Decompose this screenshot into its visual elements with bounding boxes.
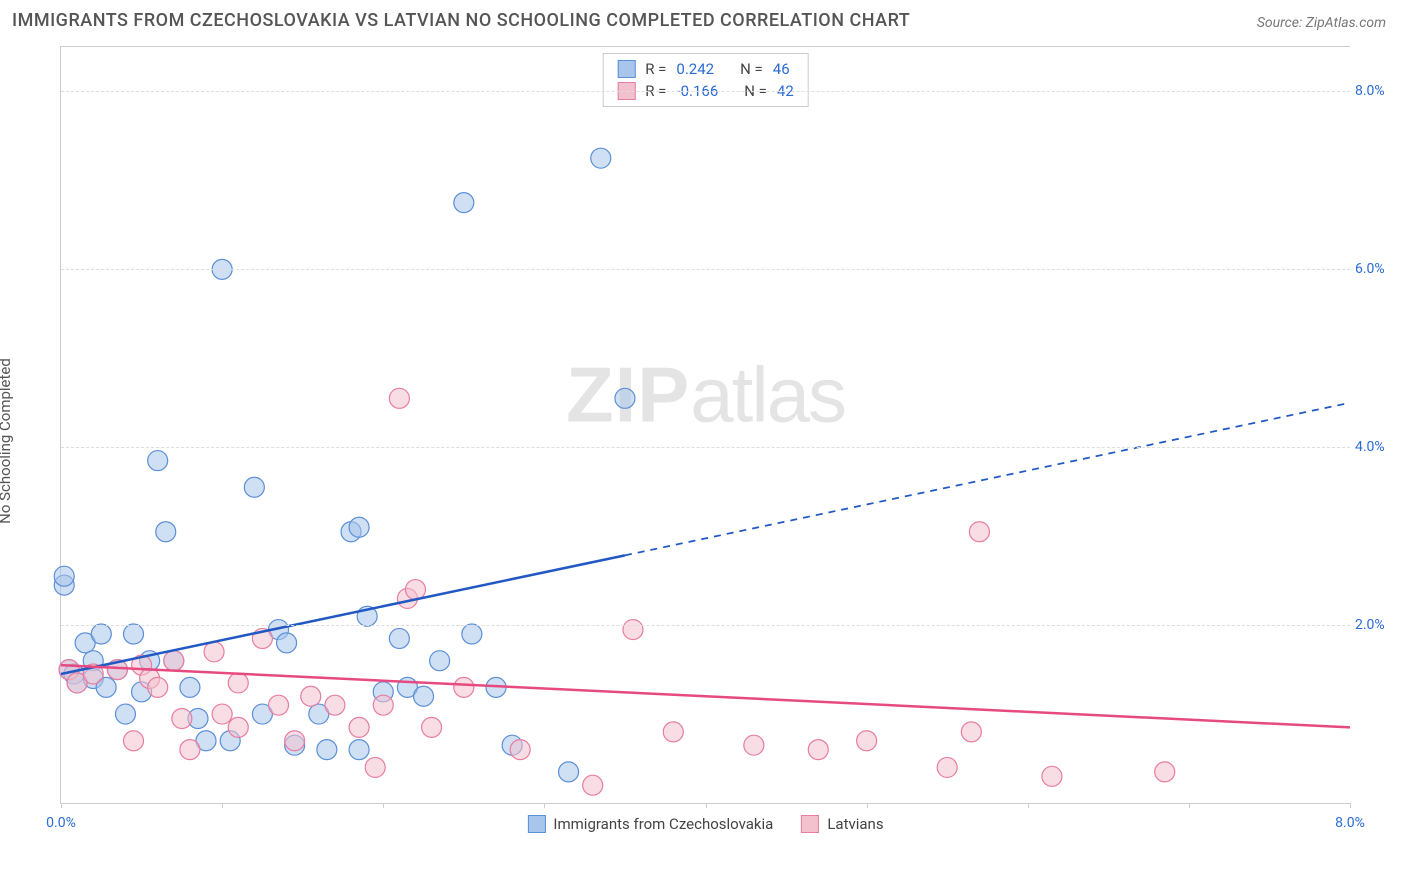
scatter-point: [365, 757, 385, 777]
scatter-point: [212, 704, 232, 724]
scatter-point: [454, 193, 474, 213]
scatter-point: [124, 731, 144, 751]
y-tick-label: 6.0%: [1355, 261, 1400, 277]
scatter-point: [180, 677, 200, 697]
scatter-point: [244, 477, 264, 497]
legend-stats: R = 0.242 N = 46 R = -0.166 N = 42: [602, 53, 809, 107]
scatter-point: [430, 651, 450, 671]
legend-series: Immigrants from Czechoslovakia Latvians: [527, 815, 883, 833]
scatter-point: [857, 731, 877, 751]
legend-label: Immigrants from Czechoslovakia: [553, 815, 773, 833]
swatch-icon: [617, 60, 635, 78]
scatter-point: [269, 695, 289, 715]
scatter-point: [349, 717, 369, 737]
scatter-point: [405, 580, 425, 600]
scatter-point: [1155, 762, 1175, 782]
scatter-point: [937, 757, 957, 777]
scatter-point: [389, 628, 409, 648]
scatter-point: [808, 740, 828, 760]
scatter-point: [285, 731, 305, 751]
scatter-point: [156, 522, 176, 542]
n-value: 46: [773, 60, 790, 78]
scatter-point: [172, 709, 192, 729]
scatter-point: [148, 451, 168, 471]
scatter-point: [591, 148, 611, 168]
y-tick-label: 8.0%: [1355, 83, 1400, 99]
legend-label: Latvians: [827, 815, 883, 833]
y-axis-label: No Schooling Completed: [0, 358, 14, 524]
scatter-point: [414, 686, 434, 706]
chart-title: IMMIGRANTS FROM CZECHOSLOVAKIA VS LATVIA…: [12, 10, 910, 31]
scatter-point: [422, 717, 442, 737]
scatter-point: [961, 722, 981, 742]
r-label: R =: [645, 60, 666, 78]
scatter-point: [969, 522, 989, 542]
y-tick-label: 2.0%: [1355, 617, 1400, 633]
n-label: N =: [740, 60, 763, 78]
scatter-point: [623, 620, 643, 640]
legend-item: Latvians: [801, 815, 883, 833]
scatter-point: [148, 677, 168, 697]
legend-stats-row: R = 0.242 N = 46: [603, 58, 808, 80]
y-tick-label: 4.0%: [1355, 439, 1400, 455]
scatter-point: [349, 517, 369, 537]
scatter-point: [228, 717, 248, 737]
scatter-point: [583, 775, 603, 795]
plot-container: No Schooling Completed ZIPatlas R = 0.24…: [45, 46, 1375, 836]
scatter-point: [317, 740, 337, 760]
plot-area: ZIPatlas R = 0.242 N = 46 R = -0.166 N =…: [60, 46, 1350, 804]
scatter-point: [615, 388, 635, 408]
scatter-point: [1042, 766, 1062, 786]
legend-item: Immigrants from Czechoslovakia: [527, 815, 773, 833]
trend-line: [61, 555, 625, 674]
scatter-point: [228, 673, 248, 693]
scatter-point: [559, 762, 579, 782]
scatter-point: [54, 566, 74, 586]
scatter-point: [373, 695, 393, 715]
x-tick-label: 0.0%: [46, 815, 76, 831]
scatter-point: [663, 722, 683, 742]
scatter-point: [91, 624, 111, 644]
scatter-point: [180, 740, 200, 760]
swatch-icon: [527, 815, 545, 833]
x-tick-label: 8.0%: [1335, 815, 1365, 831]
scatter-point: [389, 388, 409, 408]
swatch-icon: [801, 815, 819, 833]
scatter-point: [744, 735, 764, 755]
scatter-point: [164, 651, 184, 671]
plot-svg: [61, 47, 1350, 803]
title-bar: IMMIGRANTS FROM CZECHOSLOVAKIA VS LATVIA…: [0, 0, 1406, 37]
scatter-point: [277, 633, 297, 653]
scatter-point: [462, 624, 482, 644]
scatter-point: [325, 695, 345, 715]
scatter-point: [115, 704, 135, 724]
scatter-point: [301, 686, 321, 706]
scatter-point: [454, 677, 474, 697]
source-label: Source: ZipAtlas.com: [1257, 15, 1386, 31]
r-value: 0.242: [676, 60, 714, 78]
scatter-point: [510, 740, 530, 760]
scatter-point: [204, 642, 224, 662]
scatter-point: [349, 740, 369, 760]
scatter-point: [124, 624, 144, 644]
